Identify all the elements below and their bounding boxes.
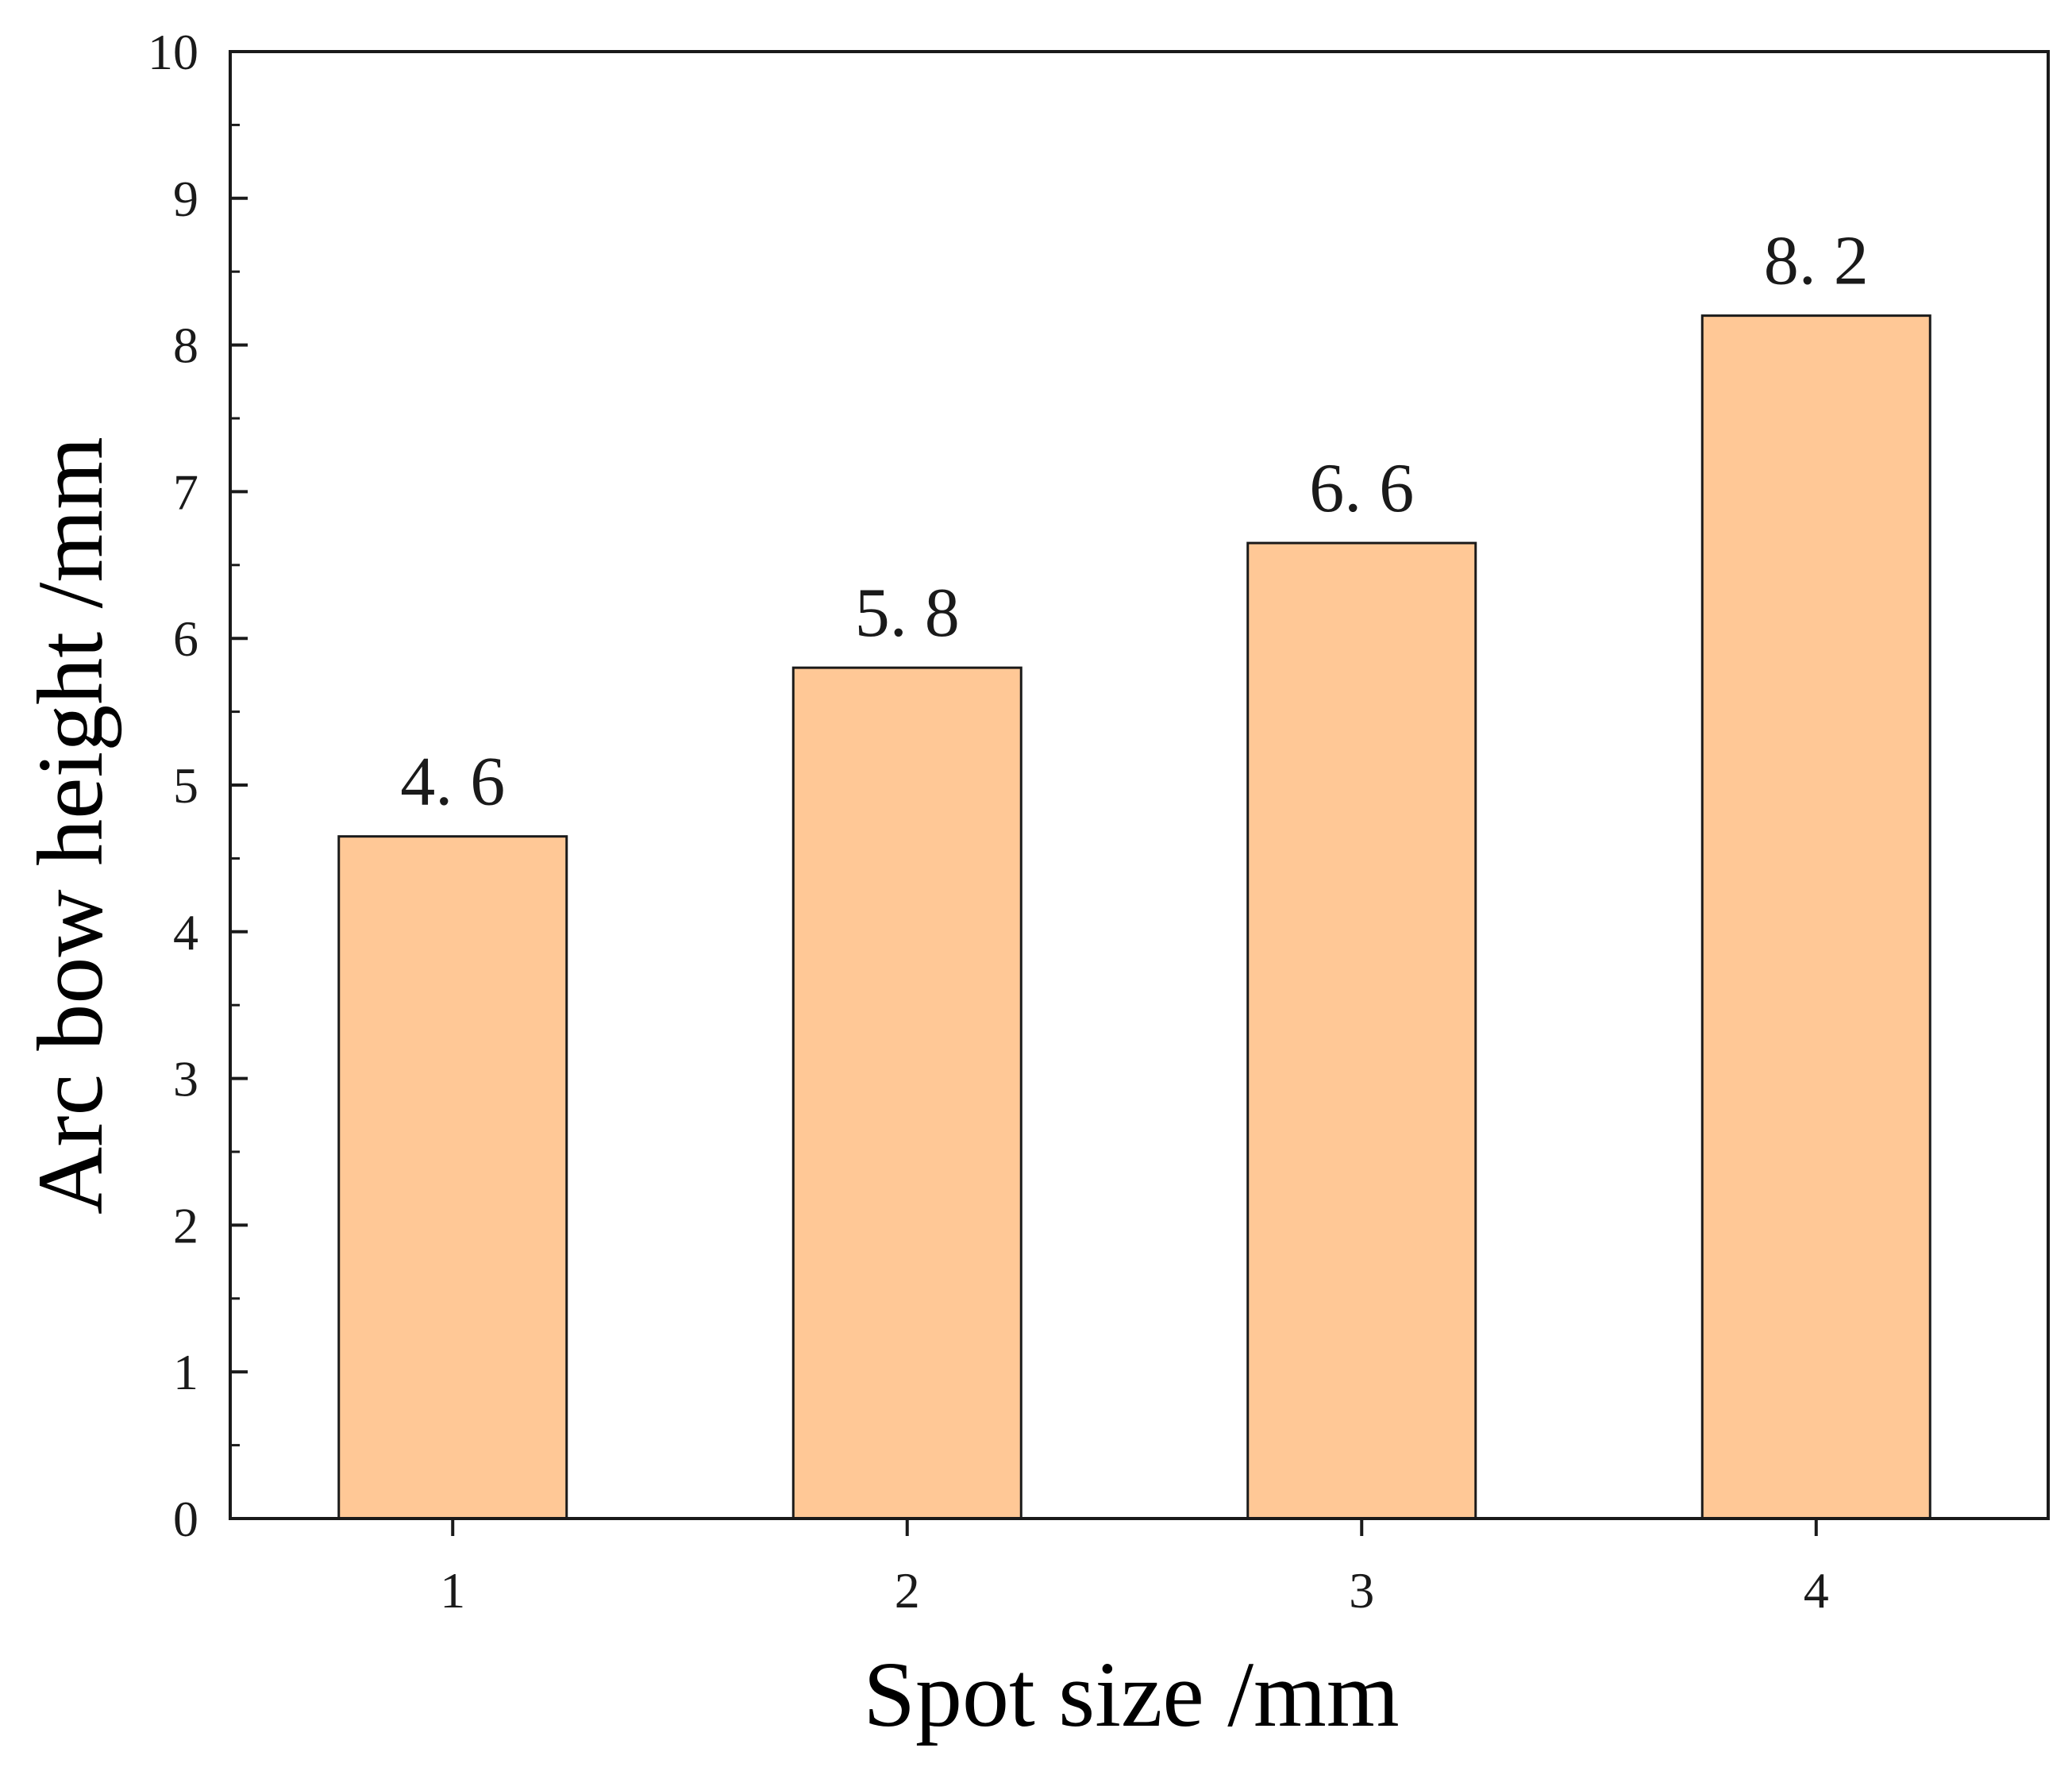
- y-tick-label-4: 4: [173, 904, 198, 960]
- y-tick-label-10: 10: [148, 24, 198, 80]
- y-ticks-group: 0 1 2 3 4 5 6 7 8 9 10: [148, 24, 248, 1547]
- data-label-4: 8. 2: [1764, 223, 1869, 300]
- y-tick-label-8: 8: [173, 318, 198, 374]
- data-label-3: 6. 6: [1309, 450, 1414, 527]
- y-tick-label-2: 2: [173, 1197, 198, 1253]
- bar-3: [1246, 541, 1477, 1520]
- y-tick-label-3: 3: [173, 1051, 198, 1107]
- bar-2: [791, 666, 1023, 1520]
- x-axis-title: Spot size /mm: [863, 1642, 1399, 1746]
- x-tick-label-4: 4: [1804, 1562, 1829, 1619]
- y-tick-label-5: 5: [173, 757, 198, 814]
- x-tick-label-2: 2: [895, 1562, 920, 1619]
- x-ticks-group: 1 2 3 4: [440, 1519, 1829, 1619]
- bars-group: [337, 314, 1931, 1520]
- x-tick-label-3: 3: [1349, 1562, 1374, 1619]
- y-tick-label-6: 6: [173, 610, 198, 667]
- data-labels-group: 4. 6 5. 8 6. 6 8. 2: [400, 223, 1869, 821]
- y-tick-label-1: 1: [173, 1344, 198, 1400]
- x-tick-label-1: 1: [440, 1562, 465, 1619]
- data-label-2: 5. 8: [855, 575, 960, 652]
- bar-1: [337, 835, 568, 1520]
- data-label-1: 4. 6: [400, 744, 505, 821]
- bar-4: [1700, 314, 1931, 1520]
- y-tick-label-0: 0: [173, 1491, 198, 1547]
- y-tick-label-9: 9: [173, 171, 198, 227]
- y-axis-title: Arc bow height /mm: [18, 437, 122, 1215]
- y-tick-label-7: 7: [173, 464, 198, 520]
